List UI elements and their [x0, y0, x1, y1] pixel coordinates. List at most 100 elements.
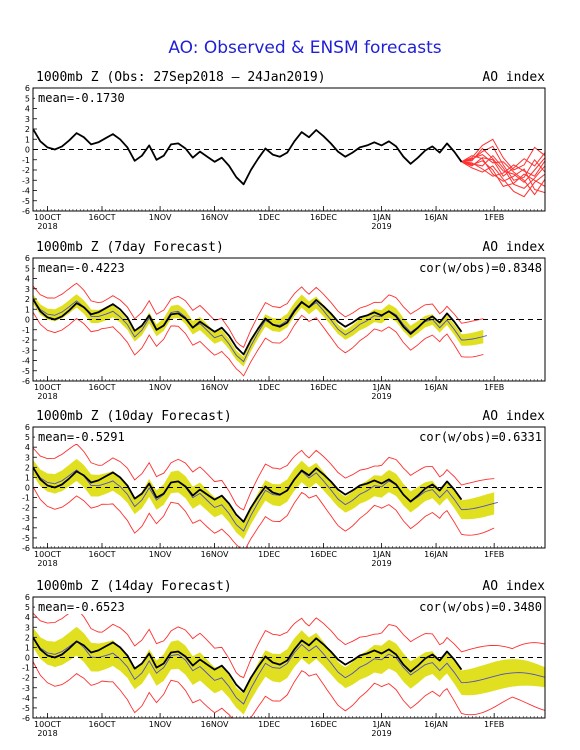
- ytick-label: 1: [25, 473, 30, 482]
- xtick-label: 16OCT: [89, 383, 116, 392]
- mean-label: mean=-0.1730: [38, 91, 125, 105]
- xtick-label: 16OCT: [89, 213, 116, 222]
- panel-title: 1000mb Z (10day Forecast): [36, 409, 232, 424]
- mean-label: mean=-0.5291: [38, 430, 125, 444]
- xtick-label: 1NOV: [149, 720, 172, 729]
- ytick-label: -5: [22, 367, 30, 376]
- observed-ao-line: [33, 466, 463, 523]
- ytick-label: 4: [25, 443, 30, 452]
- ytick-label: 3: [25, 115, 30, 124]
- ytick-label: -2: [22, 166, 30, 175]
- ensemble-mean-line: [33, 298, 488, 363]
- ytick-label: 0: [25, 146, 30, 155]
- xtick-year: 2018: [37, 559, 57, 568]
- ytick-label: 3: [25, 623, 30, 632]
- correlation-label: cor(w/obs)=0.8348: [419, 261, 542, 275]
- observed-ao-line: [33, 636, 463, 693]
- ensemble-min-line: [33, 311, 484, 377]
- ytick-label: -4: [22, 694, 30, 703]
- ytick-label: -6: [22, 714, 30, 723]
- mean-label: mean=-0.4223: [38, 261, 125, 275]
- label-bg: [35, 90, 133, 105]
- xtick-label: 1DEC: [258, 213, 280, 222]
- ytick-label: -5: [22, 534, 30, 543]
- xtick-label: 16OCT: [89, 720, 116, 729]
- plot-area: [33, 443, 545, 548]
- panel-4: 1000mb Z (14day Forecast) AO index-6-5-4-…: [22, 579, 546, 738]
- label-bg: [35, 599, 133, 614]
- ytick-label: -4: [22, 187, 30, 196]
- ensemble-min-line: [33, 486, 495, 548]
- xtick-label: 1JAN: [372, 213, 391, 222]
- ytick-label: -4: [22, 524, 30, 533]
- xtick-label: 1DEC: [258, 720, 280, 729]
- ensemble-spread-band: [33, 459, 495, 540]
- xtick-label: 16NOV: [201, 213, 229, 222]
- panel-2: 1000mb Z (7day Forecast) AO index -6-5-4 -3…: [22, 240, 546, 401]
- ensemble-mean-line: [33, 467, 498, 532]
- label-bg: [405, 599, 543, 614]
- ytick-label: 5: [25, 264, 30, 273]
- xtick-label: 16NOV: [201, 720, 229, 729]
- ytick-label: -4: [22, 357, 30, 366]
- xtick-label: 1JAN: [372, 383, 391, 392]
- ytick-label: 2: [25, 295, 30, 304]
- xtick-label: 1DEC: [258, 550, 280, 559]
- ytick-label: 5: [25, 433, 30, 442]
- panel-title: 1000mb Z (Obs: 27Sep2018 – 24Jan2019): [36, 70, 326, 85]
- xtick-label: 1NOV: [149, 213, 172, 222]
- ytick-label: 1: [25, 305, 30, 314]
- ytick-label: -3: [22, 684, 30, 693]
- xtick-label: 1FEB: [484, 550, 504, 559]
- ytick-label: -2: [22, 674, 30, 683]
- ytick-label: -3: [22, 346, 30, 355]
- ensemble-member-1: [461, 138, 545, 171]
- plot-area: [33, 282, 545, 377]
- ytick-label: -2: [22, 504, 30, 513]
- xtick-label: 16JAN: [424, 720, 448, 729]
- xtick-label: 16JAN: [424, 550, 448, 559]
- ytick-label: 1: [25, 643, 30, 652]
- ensemble-member-8: [461, 160, 545, 187]
- ytick-label: -6: [22, 207, 30, 216]
- ytick-label: 5: [25, 94, 30, 103]
- ensemble-min-line: [33, 661, 545, 718]
- ensemble-max-line: [33, 443, 495, 511]
- xtick-year: 2019: [371, 559, 391, 568]
- xtick-year: 2019: [371, 222, 391, 231]
- ensemble-max-line: [33, 608, 545, 679]
- ytick-label: 0: [25, 316, 30, 325]
- ytick-label: -3: [22, 514, 30, 523]
- xtick-label: 16DEC: [310, 720, 337, 729]
- xtick-year: 2018: [37, 222, 57, 231]
- ytick-label: -5: [22, 704, 30, 713]
- ytick-label: -2: [22, 336, 30, 345]
- ensemble-max-line: [33, 282, 484, 348]
- plot-area: [33, 608, 545, 718]
- label-bg: [35, 429, 133, 444]
- xtick-label: 1JAN: [372, 550, 391, 559]
- xtick-label: 16NOV: [201, 383, 229, 392]
- xtick-label: 1NOV: [149, 550, 172, 559]
- ytick-label: 6: [25, 84, 30, 93]
- xtick-year: 2019: [371, 392, 391, 401]
- observed-ao-line: [33, 298, 463, 356]
- ensemble-spread-band: [33, 626, 545, 715]
- xtick-label: 1DEC: [258, 383, 280, 392]
- ytick-label: 2: [25, 463, 30, 472]
- ytick-label: 0: [25, 654, 30, 663]
- panel-index-label: AO index: [482, 70, 545, 85]
- panel-index-label: AO index: [482, 240, 545, 255]
- ytick-label: 2: [25, 125, 30, 134]
- ytick-label: 6: [25, 593, 30, 602]
- xtick-label: 1JAN: [372, 720, 391, 729]
- ytick-label: -1: [22, 156, 30, 165]
- xtick-label: 1FEB: [484, 213, 504, 222]
- ytick-label: 4: [25, 105, 30, 114]
- xtick-label: 16NOV: [201, 550, 229, 559]
- ensemble-member-9: [461, 154, 545, 196]
- ytick-label: 4: [25, 613, 30, 622]
- observed-ao-line: [33, 128, 463, 186]
- ensemble-spread-band: [33, 294, 484, 367]
